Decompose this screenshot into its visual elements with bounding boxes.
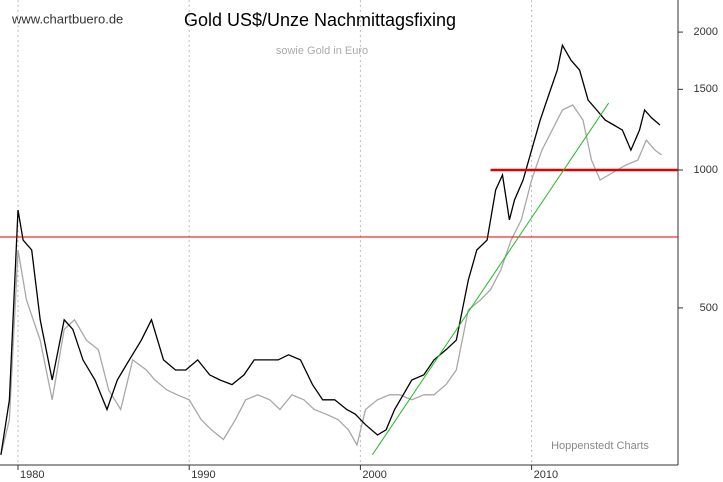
y-tick-label: 1500 xyxy=(694,83,718,95)
x-tick-label: 2010 xyxy=(534,469,558,481)
watermark: www.chartbuero.de xyxy=(11,11,123,26)
chart-subtitle: sowie Gold in Euro xyxy=(276,45,368,57)
x-tick-label: 1980 xyxy=(20,469,44,481)
source: Hoppenstedt Charts xyxy=(551,440,649,452)
x-tick-label: 2000 xyxy=(362,469,386,481)
line-series xyxy=(0,104,663,455)
chart-title: Gold US$/Unze Nachmittagsfixing xyxy=(184,10,456,30)
y-tick-label: 1000 xyxy=(694,164,718,176)
line-series xyxy=(0,43,661,455)
y-tick-label: 500 xyxy=(700,302,718,314)
trend-line xyxy=(371,102,610,456)
x-tick-label: 1990 xyxy=(191,469,215,481)
y-tick-label: 2000 xyxy=(694,26,718,38)
